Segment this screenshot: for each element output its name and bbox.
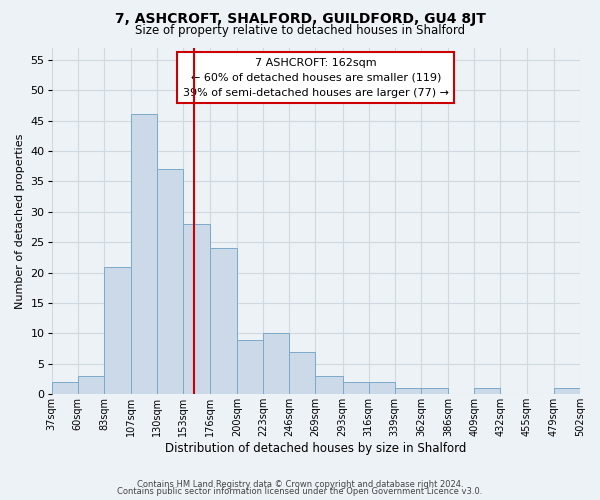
Bar	[289, 352, 315, 395]
Bar	[78, 376, 104, 394]
Bar	[395, 388, 421, 394]
Bar	[475, 388, 500, 394]
Bar	[237, 340, 263, 394]
X-axis label: Distribution of detached houses by size in Shalford: Distribution of detached houses by size …	[165, 442, 467, 455]
Bar	[131, 114, 157, 394]
Bar	[104, 266, 131, 394]
Text: 7 ASHCROFT: 162sqm
← 60% of detached houses are smaller (119)
39% of semi-detach: 7 ASHCROFT: 162sqm ← 60% of detached hou…	[183, 58, 449, 98]
Bar	[157, 169, 184, 394]
Text: 7, ASHCROFT, SHALFORD, GUILDFORD, GU4 8JT: 7, ASHCROFT, SHALFORD, GUILDFORD, GU4 8J…	[115, 12, 485, 26]
Bar	[263, 334, 289, 394]
Bar	[421, 388, 448, 394]
Text: Contains HM Land Registry data © Crown copyright and database right 2024.: Contains HM Land Registry data © Crown c…	[137, 480, 463, 489]
Bar	[554, 388, 580, 394]
Bar	[368, 382, 395, 394]
Bar	[184, 224, 209, 394]
Bar	[209, 248, 237, 394]
Bar	[343, 382, 368, 394]
Text: Size of property relative to detached houses in Shalford: Size of property relative to detached ho…	[135, 24, 465, 37]
Bar	[52, 382, 78, 394]
Bar	[315, 376, 343, 394]
Text: Contains public sector information licensed under the Open Government Licence v3: Contains public sector information licen…	[118, 487, 482, 496]
Y-axis label: Number of detached properties: Number of detached properties	[15, 133, 25, 308]
